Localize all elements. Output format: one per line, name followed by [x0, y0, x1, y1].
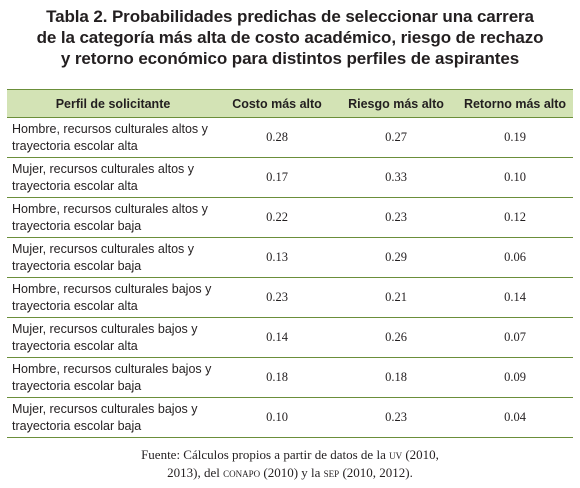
table-row: Hombre, recursos culturales altos y tray…: [7, 117, 573, 158]
table-row: Hombre, recursos culturales bajos y tray…: [7, 277, 573, 318]
riesgo-cell: 0.29: [335, 237, 457, 278]
source-abbrev-uv: uv: [389, 447, 403, 462]
source-text: (2010, 2012).: [339, 465, 413, 480]
riesgo-cell: 0.23: [335, 197, 457, 238]
source-text: 2013), del: [167, 465, 224, 480]
table-row: Mujer, recursos culturales altos y traye…: [7, 237, 573, 278]
source-text: Fuente: Cálculos propios a partir de dat…: [141, 447, 390, 462]
probabilities-table: Perfil de solicitante Costo más alto Rie…: [7, 89, 573, 438]
source-text: (2010) y la: [260, 465, 324, 480]
costo-cell: 0.28: [219, 117, 335, 158]
table-row: Hombre, recursos culturales bajos y tray…: [7, 357, 573, 398]
retorno-cell: 0.12: [457, 197, 573, 238]
source-line-2: 2013), del conapo (2010) y la sep (2010,…: [0, 464, 580, 482]
title-line-3: y retorno económico para distintos perfi…: [60, 49, 520, 68]
riesgo-cell: 0.21: [335, 277, 457, 318]
table-title: Tabla 2. Probabilidades predichas de sel…: [0, 6, 580, 69]
retorno-cell: 0.10: [457, 157, 573, 198]
header-riesgo: Riesgo más alto: [335, 89, 457, 118]
costo-cell: 0.10: [219, 397, 335, 438]
header-retorno: Retorno más alto: [457, 89, 573, 118]
profile-cell: Mujer, recursos culturales bajos y traye…: [7, 317, 219, 358]
table-row: Mujer, recursos culturales altos y traye…: [7, 157, 573, 198]
costo-cell: 0.23: [219, 277, 335, 318]
source-abbrev-sep: sep: [323, 465, 340, 480]
source-abbrev-conapo: conapo: [223, 465, 261, 480]
riesgo-cell: 0.33: [335, 157, 457, 198]
costo-cell: 0.18: [219, 357, 335, 398]
riesgo-cell: 0.27: [335, 117, 457, 158]
retorno-cell: 0.06: [457, 237, 573, 278]
profile-cell: Hombre, recursos culturales bajos y tray…: [7, 277, 219, 318]
header-costo: Costo más alto: [219, 89, 335, 118]
retorno-cell: 0.19: [457, 117, 573, 158]
table-row: Hombre, recursos culturales altos y tray…: [7, 197, 573, 238]
costo-cell: 0.17: [219, 157, 335, 198]
riesgo-cell: 0.18: [335, 357, 457, 398]
profile-cell: Hombre, recursos culturales altos y tray…: [7, 197, 219, 238]
table-header-row: Perfil de solicitante Costo más alto Rie…: [7, 89, 573, 118]
costo-cell: 0.22: [219, 197, 335, 238]
table-row: Mujer, recursos culturales bajos y traye…: [7, 397, 573, 438]
riesgo-cell: 0.26: [335, 317, 457, 358]
profile-cell: Hombre, recursos culturales altos y tray…: [7, 117, 219, 158]
title-line-1: Tabla 2. Probabilidades predichas de sel…: [46, 7, 534, 26]
header-perfil: Perfil de solicitante: [7, 89, 219, 118]
source-note: Fuente: Cálculos propios a partir de dat…: [0, 446, 580, 482]
profile-cell: Mujer, recursos culturales altos y traye…: [7, 157, 219, 198]
retorno-cell: 0.14: [457, 277, 573, 318]
source-text: (2010,: [402, 447, 439, 462]
source-line-1: Fuente: Cálculos propios a partir de dat…: [0, 446, 580, 464]
profile-cell: Mujer, recursos culturales altos y traye…: [7, 237, 219, 278]
costo-cell: 0.13: [219, 237, 335, 278]
title-line-2: de la categoría más alta de costo académ…: [36, 28, 544, 47]
profile-cell: Hombre, recursos culturales bajos y tray…: [7, 357, 219, 398]
retorno-cell: 0.09: [457, 357, 573, 398]
table-row: Mujer, recursos culturales bajos y traye…: [7, 317, 573, 358]
costo-cell: 0.14: [219, 317, 335, 358]
profile-cell: Mujer, recursos culturales bajos y traye…: [7, 397, 219, 438]
retorno-cell: 0.07: [457, 317, 573, 358]
riesgo-cell: 0.23: [335, 397, 457, 438]
retorno-cell: 0.04: [457, 397, 573, 438]
